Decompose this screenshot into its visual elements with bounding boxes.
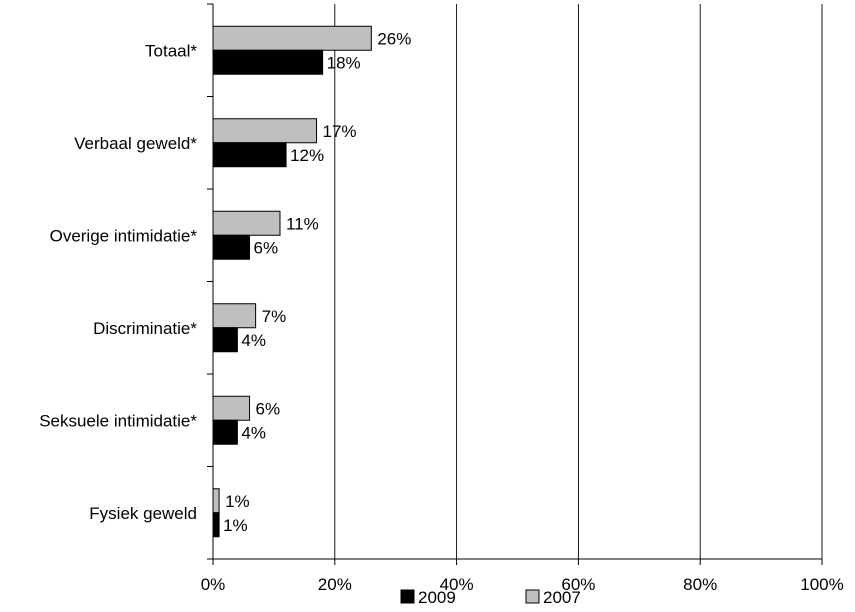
axes bbox=[207, 3, 823, 565]
data-label-2009: 4% bbox=[241, 423, 266, 442]
category-label: Verbaal geweld* bbox=[74, 134, 197, 153]
bar-2009 bbox=[212, 512, 220, 538]
bar-2009 bbox=[212, 234, 251, 260]
bar-2007 bbox=[212, 303, 257, 329]
category-label: Discriminatie* bbox=[93, 319, 197, 338]
legend-swatch bbox=[400, 589, 415, 604]
legend-swatch bbox=[525, 589, 540, 604]
bar-2007 bbox=[212, 118, 318, 144]
data-label-2009: 1% bbox=[223, 516, 248, 535]
data-label-2007: 17% bbox=[323, 122, 357, 141]
bar-2007 bbox=[212, 210, 281, 236]
x-tick-label: 0% bbox=[201, 575, 226, 594]
data-label-2007: 7% bbox=[262, 307, 287, 326]
bar-2007 bbox=[212, 488, 220, 514]
bar-2009 bbox=[212, 49, 324, 75]
data-label-2007: 11% bbox=[286, 214, 319, 233]
legend-label: 2009 bbox=[418, 588, 456, 607]
bars bbox=[212, 25, 372, 538]
data-label-2007: 26% bbox=[377, 29, 411, 48]
data-label-2009: 6% bbox=[254, 238, 279, 257]
bar-2009 bbox=[212, 327, 238, 353]
bar-2007 bbox=[212, 25, 372, 51]
data-label-2007: 1% bbox=[225, 492, 250, 511]
bar-2007 bbox=[212, 395, 251, 421]
gridlines bbox=[334, 4, 823, 559]
labels: 0% 20% 40% 60% 80% 100% Totaal* 26% 18% Verbaal g… bbox=[39, 29, 844, 594]
bar-2009 bbox=[212, 419, 238, 445]
legend: 2009 2007 bbox=[400, 588, 581, 607]
data-label-2009: 18% bbox=[327, 53, 361, 72]
category-label: Fysiek geweld bbox=[89, 504, 197, 523]
data-label-2009: 4% bbox=[241, 331, 266, 350]
x-tick-label: 60% bbox=[561, 575, 595, 594]
data-label-2009: 12% bbox=[290, 146, 324, 165]
category-label: Totaal* bbox=[145, 41, 197, 60]
category-label: Seksuele intimidatie* bbox=[39, 411, 197, 430]
bar-2009 bbox=[212, 142, 287, 168]
data-label-2007: 6% bbox=[256, 399, 281, 418]
x-tick-label: 100% bbox=[800, 575, 843, 594]
x-tick-label: 20% bbox=[318, 575, 352, 594]
x-tick-label: 80% bbox=[683, 575, 717, 594]
x-tick-label: 40% bbox=[440, 575, 474, 594]
category-label: Overige intimidatie* bbox=[50, 226, 198, 245]
legend-label: 2007 bbox=[543, 588, 581, 607]
